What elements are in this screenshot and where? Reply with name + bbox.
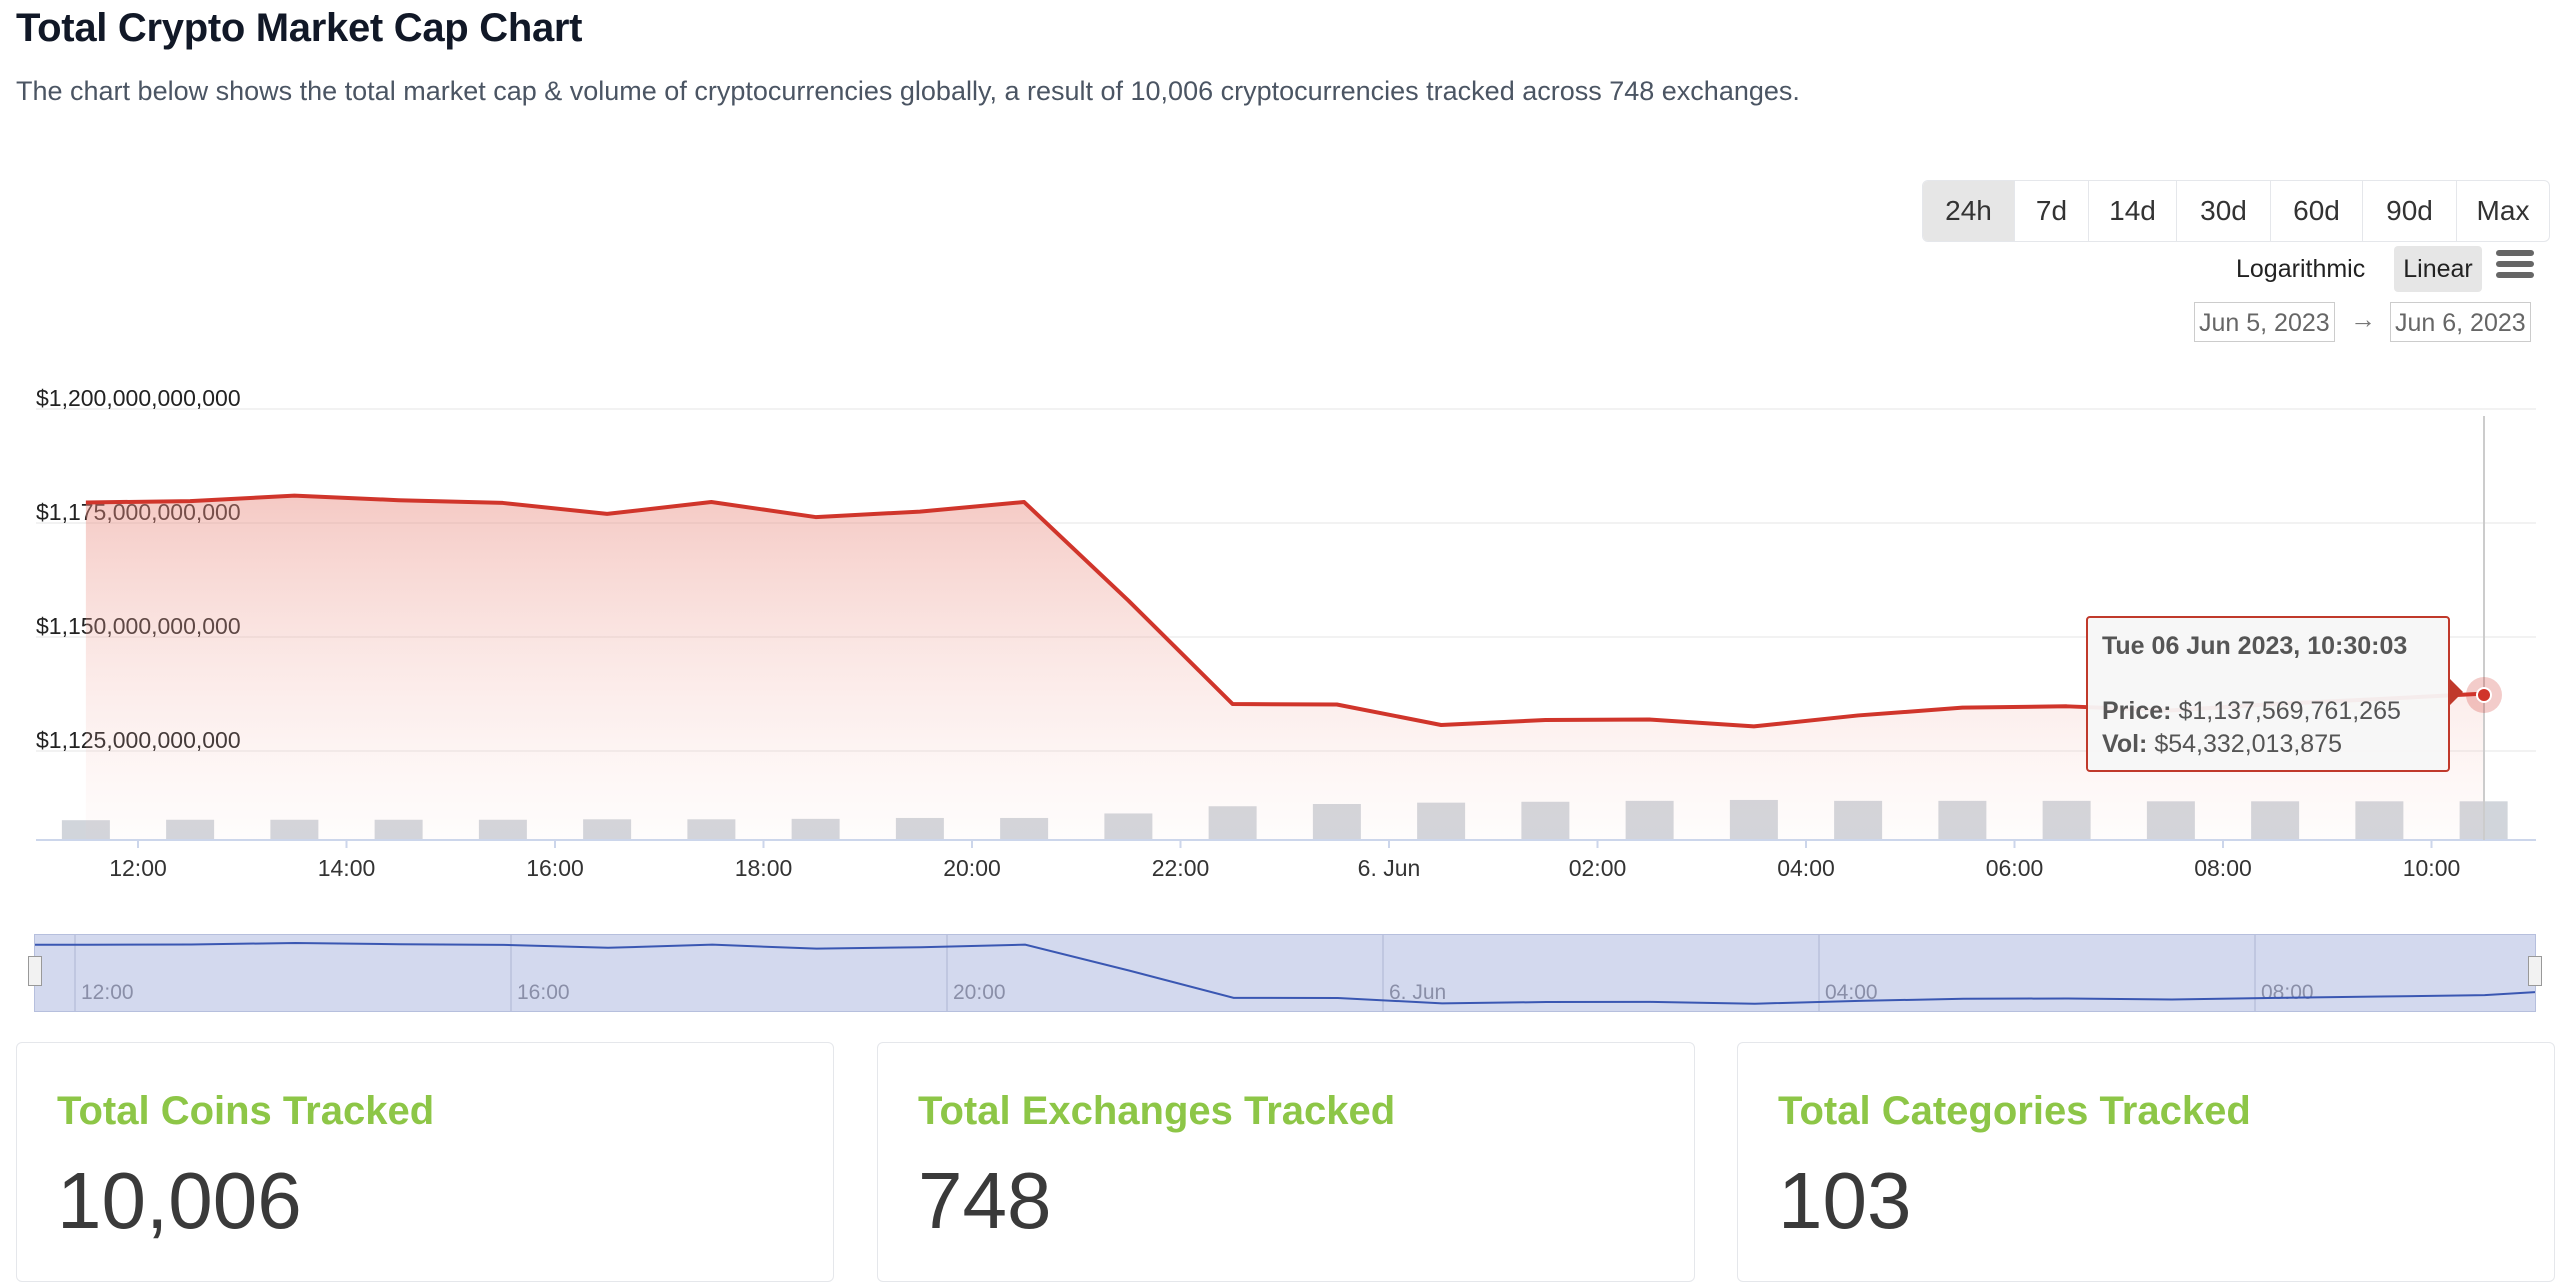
date-to-input[interactable]: Jun 6, 2023: [2390, 302, 2531, 342]
scale-logarithmic-button[interactable]: Logarithmic: [2236, 255, 2366, 283]
navigator-tick-label: 08:00: [2261, 981, 2314, 1004]
range-button-14d[interactable]: 14d: [2089, 181, 2177, 241]
navigator-tick-label: 12:00: [81, 981, 134, 1004]
tooltip-vol-label: Vol:: [2102, 730, 2148, 758]
y-tick-label: $1,200,000,000,000: [36, 385, 241, 411]
market-cap-chart: $1,200,000,000,000$1,175,000,000,000$1,1…: [36, 385, 2536, 881]
x-tick-label: 18:00: [735, 855, 793, 881]
navigator-series-line: [35, 941, 2536, 1005]
x-tick-label: 12:00: [109, 855, 167, 881]
x-tick-label: 6. Jun: [1358, 855, 1421, 881]
stat-value-exchanges: 748: [918, 1156, 1052, 1245]
x-tick-label: 22:00: [1152, 855, 1210, 881]
tooltip-price-value: $1,137,569,761,265: [2178, 697, 2401, 725]
stat-card-categories: Total Categories Tracked 103: [1737, 1042, 2555, 1282]
stat-card-exchanges: Total Exchanges Tracked 748: [877, 1042, 1695, 1282]
page-description: The chart below shows the total market c…: [16, 76, 1800, 106]
date-from-input[interactable]: Jun 5, 2023: [2194, 302, 2335, 342]
price-area-fill: [85, 495, 2484, 840]
scale-linear-button[interactable]: Linear: [2394, 246, 2482, 292]
chart-navigator[interactable]: 12:00 16:00 20:00 6. Jun 04:00 08:00: [34, 934, 2536, 1012]
stat-label-coins: Total Coins Tracked: [57, 1089, 435, 1133]
range-button-max[interactable]: Max: [2476, 195, 2530, 226]
x-tick-label: 10:00: [2403, 855, 2461, 881]
range-selector: 24h 7d 14d 30d 60d 90d Max: [1922, 180, 2550, 242]
x-tick-label: 14:00: [318, 855, 376, 881]
navigator-tick-label: 16:00: [517, 981, 570, 1004]
x-tick-label: 02:00: [1569, 855, 1627, 881]
navigator-svg: 12:00 16:00 20:00 6. Jun 04:00 08:00: [35, 935, 2536, 1011]
hover-point: [2476, 687, 2492, 703]
stat-value-coins: 10,006: [57, 1156, 302, 1245]
x-tick-label: 16:00: [526, 855, 584, 881]
date-range-arrow: →: [2350, 304, 2376, 334]
x-tick-label: 04:00: [1777, 855, 1835, 881]
tooltip-vol-value: $54,332,013,875: [2154, 730, 2343, 758]
hamburger-menu-icon[interactable]: [2496, 250, 2534, 282]
range-button-7d[interactable]: 7d: [2015, 181, 2089, 241]
tooltip-pointer: [2449, 678, 2463, 706]
x-tick-label: 08:00: [2194, 855, 2252, 881]
stat-card-coins: Total Coins Tracked 10,006: [16, 1042, 834, 1282]
price-series-line: [85, 493, 2484, 729]
tooltip-price-label: Price:: [2102, 697, 2172, 725]
range-button-24h[interactable]: 24h: [1923, 181, 2015, 241]
navigator-tick-label: 20:00: [953, 981, 1006, 1004]
stat-value-categories: 103: [1778, 1156, 1912, 1245]
tooltip-date: Tue 06 Jun 2023, 10:30:03: [2102, 632, 2408, 660]
range-button-30d[interactable]: 30d: [2177, 181, 2271, 241]
x-tick-label: 06:00: [1986, 855, 2044, 881]
navigator-tick-label: 6. Jun: [1389, 981, 1446, 1004]
stat-label-exchanges: Total Exchanges Tracked: [918, 1089, 1396, 1133]
page-title: Total Crypto Market Cap Chart: [16, 6, 583, 50]
navigator-tick-label: 04:00: [1825, 981, 1878, 1004]
range-button-90d[interactable]: 90d: [2363, 181, 2457, 241]
navigator-left-handle[interactable]: [28, 956, 42, 986]
chart-tooltip: Tue 06 Jun 2023, 10:30:03 Price: $1,137,…: [2086, 616, 2450, 772]
range-button-60d[interactable]: 60d: [2271, 181, 2363, 241]
navigator-right-handle[interactable]: [2528, 956, 2542, 986]
stat-label-categories: Total Categories Tracked: [1778, 1089, 2251, 1133]
x-tick-label: 20:00: [943, 855, 1001, 881]
